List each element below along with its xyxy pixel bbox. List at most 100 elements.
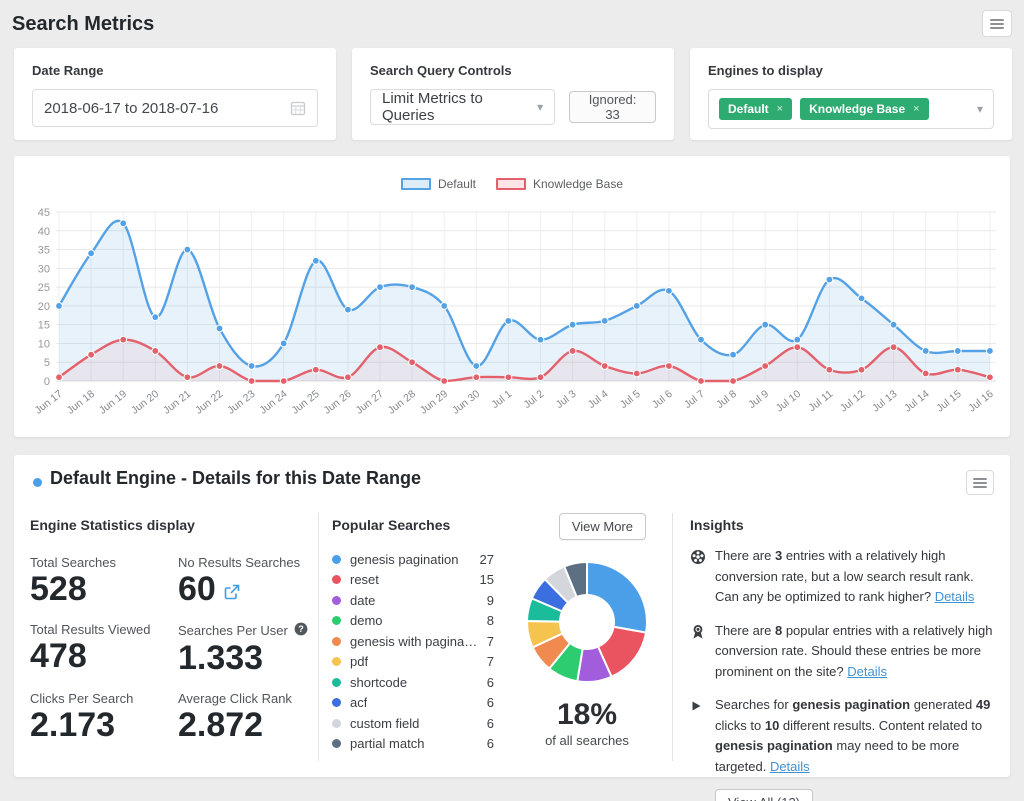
series-dot-icon bbox=[332, 595, 341, 605]
svg-text:Jul 5: Jul 5 bbox=[618, 388, 643, 411]
chevron-down-icon: ▾ bbox=[537, 100, 544, 114]
date-range-input[interactable]: 2018-06-17 to 2018-07-16 bbox=[32, 89, 318, 127]
legend-label: Default bbox=[437, 177, 476, 191]
engines-multiselect[interactable]: Default × Knowledge Base × ▾ bbox=[708, 89, 994, 129]
legend-label: Knowledge Base bbox=[532, 177, 624, 191]
stat-value: 478 bbox=[30, 637, 178, 676]
stat-label-text: Average Click Rank bbox=[178, 691, 292, 707]
details-title: Default Engine - Details for this Date R… bbox=[50, 468, 422, 488]
insight-text-segment: different results. Content related to bbox=[779, 717, 983, 733]
engines-panel: Engines to display Default × Knowledge Bas… bbox=[690, 48, 1012, 140]
insight-text-segment: Searches for bbox=[715, 697, 793, 713]
series-dot-icon bbox=[332, 677, 341, 687]
engine-tag[interactable]: Default × bbox=[719, 98, 793, 120]
stat-value: 528 bbox=[30, 570, 178, 609]
chevron-down-icon: ▾ bbox=[976, 102, 983, 116]
stat-value-text: 528 bbox=[30, 570, 87, 608]
engine-tags: Default × Knowledge Base × bbox=[719, 98, 969, 120]
insight-item: There are 3 entries with a relatively hi… bbox=[690, 546, 994, 608]
bullet-icon bbox=[33, 478, 42, 487]
donut-slice[interactable] bbox=[562, 560, 588, 599]
insight-text-segment: entries with a relatively high conversio… bbox=[715, 548, 974, 605]
stat-value-text: 478 bbox=[30, 637, 87, 676]
svg-text:Jun 17: Jun 17 bbox=[33, 388, 65, 417]
popular-search-row: demo 8 bbox=[332, 611, 494, 632]
donut-chart[interactable] bbox=[519, 554, 655, 690]
chart-panel: Default Knowledge Base 0 5 10 15 20 25 30 35 40 45… bbox=[14, 156, 1010, 437]
svg-text:30: 30 bbox=[38, 263, 50, 275]
popular-search-count: 7 bbox=[486, 654, 494, 670]
svg-text:Jun 18: Jun 18 bbox=[65, 388, 97, 417]
svg-text:15: 15 bbox=[38, 320, 50, 332]
insight-text-segment: genesis pagination bbox=[792, 697, 911, 713]
ignored-count-button[interactable]: Ignored: 33 bbox=[569, 91, 656, 123]
stat: Clicks Per Search 2.173 bbox=[30, 691, 178, 745]
series-dot-icon bbox=[332, 718, 341, 728]
view-all-button[interactable]: View All (12) bbox=[715, 789, 814, 801]
stats-grid: Total Searches 528 No Results Searches 60 To… bbox=[30, 555, 318, 745]
svg-text:Jul 1: Jul 1 bbox=[489, 388, 514, 411]
insight-text-segment: 49 bbox=[975, 697, 991, 713]
stat-value-text: 2.173 bbox=[30, 706, 116, 745]
details-link[interactable]: Details bbox=[934, 589, 975, 605]
svg-text:20: 20 bbox=[38, 301, 50, 313]
stat-label: Clicks Per Search bbox=[30, 691, 178, 706]
svg-text:Jul 11: Jul 11 bbox=[806, 388, 835, 414]
details-menu-button[interactable] bbox=[966, 470, 994, 495]
svg-text:Jul 4: Jul 4 bbox=[586, 388, 611, 411]
svg-text:Jun 23: Jun 23 bbox=[225, 388, 257, 417]
details-link[interactable]: Details bbox=[769, 758, 810, 774]
engine-tag-label: Knowledge Base bbox=[809, 102, 906, 116]
insight-text: There are 8 popular entries with a relat… bbox=[715, 621, 994, 683]
stat-value: 2.872 bbox=[178, 706, 318, 745]
insight-text-segment: 10 bbox=[764, 717, 780, 733]
popular-search-count: 27 bbox=[479, 551, 494, 567]
close-icon[interactable]: × bbox=[913, 103, 920, 115]
date-range-value: 2018-06-17 to 2018-07-16 bbox=[44, 99, 219, 117]
engine-tag[interactable]: Knowledge Base × bbox=[800, 98, 929, 120]
stat-label-text: No Results Searches bbox=[178, 555, 301, 570]
svg-text:Jul 16: Jul 16 bbox=[966, 388, 996, 415]
triangle-icon bbox=[690, 695, 706, 777]
topbar: Search Metrics bbox=[12, 8, 1012, 44]
hamburger-icon bbox=[990, 17, 1004, 31]
view-more-button[interactable]: View More bbox=[558, 513, 646, 540]
stat-label: Total Results Viewed bbox=[30, 622, 178, 637]
stat-label: Average Click Rank bbox=[178, 691, 318, 706]
engines-label: Engines to display bbox=[708, 63, 823, 78]
insight-text-segment: There are bbox=[715, 622, 775, 638]
popular-search-row: reset 15 bbox=[332, 570, 494, 591]
date-range-panel: Date Range 2018-06-17 to 2018-07-16 bbox=[14, 48, 336, 140]
vertical-divider bbox=[318, 513, 319, 761]
popular-search-row: genesis pagination 27 bbox=[332, 549, 494, 570]
limit-metrics-dropdown[interactable]: Limit Metrics to Queries ▾ bbox=[370, 89, 556, 125]
stat: Total Searches 528 bbox=[30, 555, 178, 609]
donut-section: View More 18% of all searches bbox=[502, 513, 672, 748]
svg-text:35: 35 bbox=[38, 245, 50, 257]
svg-text:Jul 13: Jul 13 bbox=[870, 388, 900, 415]
svg-text:Jun 28: Jun 28 bbox=[386, 388, 418, 417]
popular-search-count: 6 bbox=[486, 674, 494, 690]
chart-legend: Default Knowledge Base bbox=[14, 176, 1010, 192]
page-title: Search Metrics bbox=[12, 13, 155, 35]
popular-search-row: date 9 bbox=[332, 590, 494, 611]
series-dot-icon bbox=[332, 657, 341, 667]
popular-search-row: genesis with paginat… 7 bbox=[332, 631, 494, 652]
svg-text:25: 25 bbox=[38, 282, 50, 294]
legend-item-knowledge-base[interactable]: Knowledge Base bbox=[495, 177, 624, 191]
details-link[interactable]: Details bbox=[847, 663, 887, 679]
external-link-icon[interactable] bbox=[224, 570, 240, 609]
series-dot-icon bbox=[332, 698, 341, 708]
stat-value-text: 1.333 bbox=[178, 639, 264, 678]
legend-item-default[interactable]: Default bbox=[400, 177, 476, 191]
close-icon[interactable]: × bbox=[776, 103, 784, 115]
stat-label-text: Total Results Viewed bbox=[30, 622, 151, 638]
donut-slice[interactable] bbox=[586, 560, 648, 634]
engine-statistics-section: Engine Statistics display Total Searches… bbox=[30, 517, 318, 745]
insight-text-segment: may need to be more targeted. bbox=[715, 738, 960, 774]
page-menu-button[interactable] bbox=[982, 10, 1012, 37]
engine-tag-label: Default bbox=[728, 102, 769, 116]
stat-label: No Results Searches bbox=[178, 555, 318, 570]
